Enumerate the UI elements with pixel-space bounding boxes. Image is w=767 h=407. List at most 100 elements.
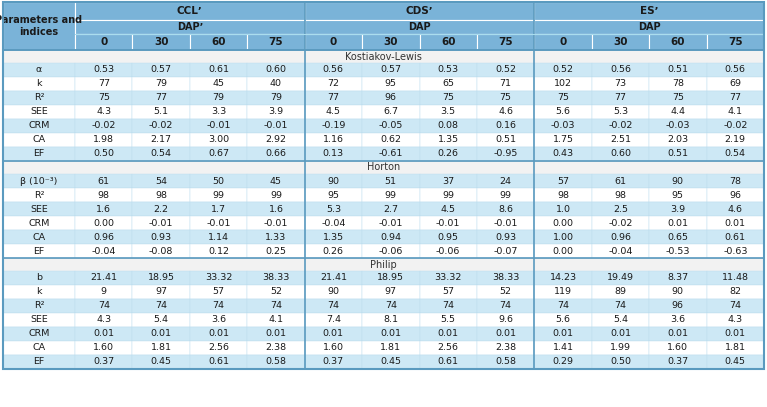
Bar bbox=[3, 258, 764, 271]
Bar bbox=[420, 202, 477, 216]
Bar bbox=[592, 174, 649, 188]
Bar bbox=[706, 327, 764, 341]
Text: CRM: CRM bbox=[28, 122, 50, 131]
Text: -0.02: -0.02 bbox=[608, 219, 633, 228]
Text: 1.81: 1.81 bbox=[725, 344, 746, 352]
Bar bbox=[420, 63, 477, 77]
Bar bbox=[535, 244, 592, 258]
Bar bbox=[420, 174, 477, 188]
Bar bbox=[190, 63, 247, 77]
Bar bbox=[190, 216, 247, 230]
Bar bbox=[420, 34, 477, 50]
Bar bbox=[592, 355, 649, 369]
Bar bbox=[592, 63, 649, 77]
Text: 4.1: 4.1 bbox=[268, 315, 284, 324]
Bar bbox=[190, 341, 247, 355]
Bar bbox=[477, 271, 535, 285]
Bar bbox=[133, 230, 190, 244]
Bar bbox=[133, 327, 190, 341]
Bar bbox=[304, 299, 362, 313]
Text: 0.43: 0.43 bbox=[552, 149, 574, 158]
Text: 79: 79 bbox=[212, 94, 225, 103]
Bar bbox=[247, 216, 304, 230]
Text: 75: 75 bbox=[268, 37, 283, 47]
Text: 9.6: 9.6 bbox=[498, 315, 513, 324]
Bar bbox=[3, 105, 75, 119]
Text: 119: 119 bbox=[554, 287, 572, 297]
Bar bbox=[247, 63, 304, 77]
Text: 2.03: 2.03 bbox=[667, 136, 689, 144]
Text: -0.95: -0.95 bbox=[493, 149, 518, 158]
Bar bbox=[706, 34, 764, 50]
Bar bbox=[190, 105, 247, 119]
Bar bbox=[362, 244, 420, 258]
Text: 0.56: 0.56 bbox=[725, 66, 746, 74]
Text: 3.5: 3.5 bbox=[441, 107, 456, 116]
Text: 74: 74 bbox=[97, 302, 110, 311]
Bar bbox=[362, 119, 420, 133]
Text: 0.37: 0.37 bbox=[323, 357, 344, 366]
Text: -0.01: -0.01 bbox=[436, 219, 460, 228]
Text: 0.45: 0.45 bbox=[380, 357, 401, 366]
Bar bbox=[649, 147, 706, 161]
Text: 50: 50 bbox=[212, 177, 225, 186]
Text: 1.99: 1.99 bbox=[610, 344, 631, 352]
Text: 0.37: 0.37 bbox=[93, 357, 114, 366]
Bar bbox=[362, 271, 420, 285]
Text: 0.16: 0.16 bbox=[495, 122, 516, 131]
Bar bbox=[706, 188, 764, 202]
Bar bbox=[362, 91, 420, 105]
Bar bbox=[133, 34, 190, 50]
Bar bbox=[247, 341, 304, 355]
Text: 90: 90 bbox=[328, 287, 339, 297]
Bar bbox=[304, 34, 362, 50]
Text: 74: 74 bbox=[155, 302, 167, 311]
Text: 51: 51 bbox=[385, 177, 397, 186]
Bar bbox=[3, 341, 75, 355]
Text: 0.51: 0.51 bbox=[667, 149, 688, 158]
Bar bbox=[535, 355, 592, 369]
Text: 0.95: 0.95 bbox=[438, 232, 459, 241]
Bar bbox=[535, 313, 592, 327]
Text: CCLʼ: CCLʼ bbox=[177, 6, 202, 16]
Bar bbox=[3, 77, 75, 91]
Text: EF: EF bbox=[34, 247, 44, 256]
Bar bbox=[304, 327, 362, 341]
Text: 60: 60 bbox=[441, 37, 456, 47]
Bar bbox=[304, 285, 362, 299]
Bar bbox=[477, 285, 535, 299]
Bar bbox=[247, 327, 304, 341]
Text: EF: EF bbox=[34, 357, 44, 366]
Text: 71: 71 bbox=[499, 79, 512, 88]
Text: 74: 74 bbox=[328, 302, 339, 311]
Bar bbox=[247, 105, 304, 119]
Bar bbox=[535, 188, 592, 202]
Bar bbox=[477, 313, 535, 327]
Bar bbox=[477, 188, 535, 202]
Bar bbox=[649, 91, 706, 105]
Text: 21.41: 21.41 bbox=[91, 274, 117, 282]
Text: 2.51: 2.51 bbox=[610, 136, 631, 144]
Text: 8.6: 8.6 bbox=[498, 204, 513, 214]
Text: 5.4: 5.4 bbox=[153, 315, 169, 324]
Text: Parameters and
indices: Parameters and indices bbox=[0, 15, 83, 37]
Bar bbox=[362, 202, 420, 216]
Text: 1.33: 1.33 bbox=[265, 232, 287, 241]
Text: 33.32: 33.32 bbox=[205, 274, 232, 282]
Text: DAP: DAP bbox=[408, 22, 431, 32]
Text: 5.5: 5.5 bbox=[441, 315, 456, 324]
Text: 0.01: 0.01 bbox=[208, 330, 229, 339]
Text: b: b bbox=[36, 274, 42, 282]
Text: 3.3: 3.3 bbox=[211, 107, 226, 116]
Bar bbox=[190, 327, 247, 341]
Bar bbox=[247, 174, 304, 188]
Bar bbox=[362, 299, 420, 313]
Bar bbox=[75, 216, 133, 230]
Text: -0.19: -0.19 bbox=[321, 122, 346, 131]
Bar bbox=[190, 271, 247, 285]
Bar bbox=[75, 202, 133, 216]
Bar bbox=[304, 91, 362, 105]
Bar bbox=[133, 63, 190, 77]
Bar bbox=[75, 188, 133, 202]
Text: 0.01: 0.01 bbox=[495, 330, 516, 339]
